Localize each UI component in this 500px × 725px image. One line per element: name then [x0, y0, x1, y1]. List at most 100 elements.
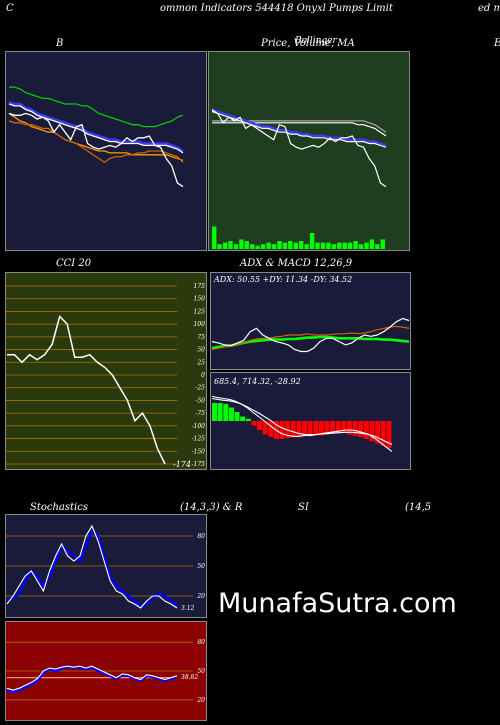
price-series-3 [211, 110, 387, 148]
volume-bar [364, 242, 369, 249]
volume-bar [255, 245, 260, 249]
macd-histogram-bar [234, 412, 240, 421]
adx-values-label: ADX: 50.55 +DY: 11.34 -DY: 34.52 [213, 275, 352, 284]
volume-bar [326, 242, 331, 249]
cci-tick-label: 25 [196, 359, 205, 366]
volume-bar [228, 241, 233, 249]
macd-histogram-bar [223, 403, 229, 421]
cci-tick-label: -100 [192, 423, 206, 430]
volume-bar [331, 244, 336, 249]
macd-histogram-bar [212, 403, 217, 421]
volume-bar [293, 242, 298, 249]
volume-bar [299, 241, 304, 249]
macd-histogram-bar [251, 421, 257, 426]
stoch-last-value: 3.12 [181, 605, 195, 612]
panel-background [5, 272, 207, 470]
stoch-tick-label: 50 [197, 563, 205, 570]
macd-histogram-bar [341, 421, 347, 433]
macd-histogram-bar [279, 421, 285, 439]
header-right: ed m [478, 3, 500, 14]
volume-bar [217, 244, 222, 249]
macd-histogram-bar [290, 421, 296, 438]
macd-histogram-bar [369, 421, 375, 442]
volume-bar [266, 242, 271, 249]
cci-tick-label: -25 [195, 385, 205, 392]
macd-histogram-bar [240, 416, 246, 421]
bollinger-series-3 [8, 112, 184, 162]
title-adx-macd: ADX & MACD 12,26,9 [240, 258, 353, 269]
price-series-4 [211, 109, 387, 188]
title-price: Price, Volume, MA [261, 38, 355, 49]
title-si: SI [298, 502, 309, 513]
stochastics-panel: 80 50 20 3.12 [5, 514, 207, 618]
bollinger-series-2 [8, 103, 184, 154]
volume-bar [260, 244, 266, 249]
volume-bar [271, 244, 277, 249]
cci-tick-label: 0 [201, 372, 205, 379]
volume-bar [342, 242, 347, 249]
cci-tick-label: -75 [195, 410, 205, 417]
volume-bar [353, 241, 358, 249]
header-left: C [6, 3, 14, 14]
volume-bar [250, 244, 255, 249]
title-rsi-params: (14,5 [405, 502, 432, 513]
cci-tick-label: -175 [192, 461, 206, 468]
macd-histogram-bar [217, 403, 223, 421]
title-bollinger: Bollinger [295, 36, 337, 46]
adx-series-1 [211, 325, 410, 351]
cci-tick-label: -50 [195, 397, 205, 404]
volume-bar [380, 239, 385, 249]
bollinger-series-4 [8, 120, 184, 164]
bollinger-series-0 [9, 86, 184, 128]
watermark: MunafaSutra.com [218, 588, 457, 619]
cci-tick-label: 75 [197, 334, 205, 341]
cci-tick-label: -125 [192, 436, 206, 443]
volume-bar [239, 239, 244, 249]
panel-background [208, 51, 410, 251]
volume-bar [375, 244, 380, 249]
volume-bar [277, 241, 282, 249]
title-cci: CCI 20 [56, 258, 92, 269]
macd-histogram-bar [228, 407, 234, 421]
macd-histogram-bar [245, 418, 251, 422]
title-b: B [56, 38, 64, 49]
macd-histogram-bar [324, 421, 330, 435]
volume-bar [282, 242, 288, 249]
macd-values-label: 685.4, 714.32, -28.92 [214, 377, 301, 386]
rsi-last-value: 38.82 [181, 674, 198, 681]
macd-histogram-bar [358, 421, 364, 438]
volume-bar [222, 242, 228, 249]
cci-panel: 175 150 125 100 75 50 25 0 -25 -50 -75 -100 -125 -150… [5, 272, 207, 470]
macd-histogram-bar [375, 421, 381, 444]
cci-tick-label: 125 [194, 308, 206, 315]
adx-panel: ADX: 50.55 +DY: 11.34 -DY: 34.52 [210, 272, 411, 370]
adx-series-2 [211, 317, 410, 353]
title-far-right: E [494, 38, 500, 49]
macd-histogram-bar [257, 421, 262, 430]
volume-bar [288, 241, 293, 249]
rsi-series-2 [6, 665, 178, 691]
cci-tick-label: 150 [194, 296, 206, 303]
macd-histogram-bar [386, 421, 392, 448]
cci-line [7, 315, 166, 465]
bollinger-series-5 [8, 112, 184, 188]
volume-bar [337, 242, 342, 249]
macd-histogram-bar [335, 421, 341, 433]
macd-panel: 685.4, 714.32, -28.92 [210, 372, 411, 470]
rsi-tick-label: 80 [197, 639, 205, 646]
rsi-series-1 [6, 664, 178, 694]
stoch-tick-label: 80 [197, 533, 205, 540]
cci-last-value: -174 [173, 460, 191, 469]
panel-background [210, 272, 411, 370]
stoch-series-1 [6, 524, 178, 609]
stoch-series-0 [6, 528, 178, 608]
macd-histogram-bar [302, 421, 307, 437]
macd-histogram-bar [307, 421, 313, 437]
volume-bar [315, 242, 320, 249]
price-panel [208, 51, 410, 251]
volume-bar [304, 244, 309, 249]
volume-bar [347, 242, 353, 249]
header-title: ommon Indicators 544418 Onyxl Pumps Limi… [160, 3, 393, 14]
rsi-tick-label: 50 [197, 668, 205, 675]
volume-bar [244, 241, 249, 249]
